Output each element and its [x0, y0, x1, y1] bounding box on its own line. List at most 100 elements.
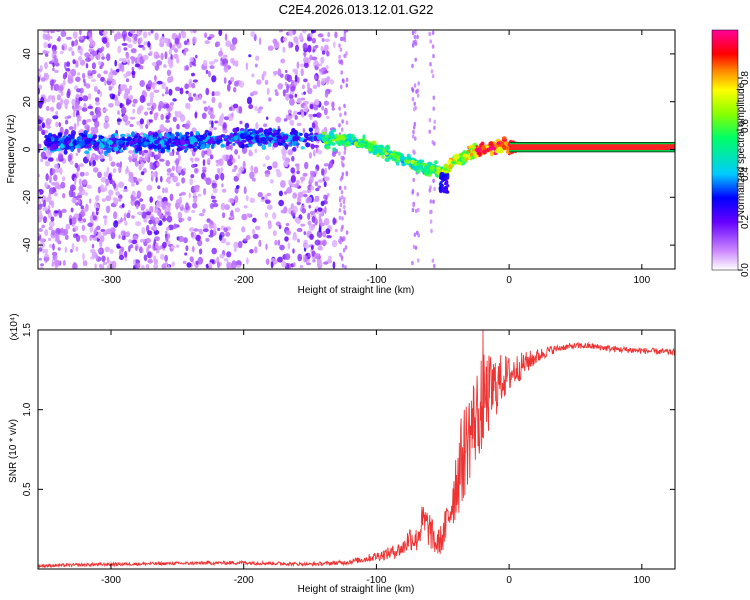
noise-speck — [60, 181, 66, 189]
ridge-blob — [246, 135, 252, 140]
ridge-blob — [328, 130, 334, 136]
spectrogram-x-label: Height of straight line (km) — [298, 285, 415, 296]
noise-speck — [192, 202, 198, 209]
noise-speck — [157, 210, 162, 217]
noise-speck — [176, 123, 180, 130]
noise-speck — [52, 67, 55, 71]
noise-speck — [86, 184, 92, 189]
ridge-blob — [137, 142, 142, 146]
noise-speck — [241, 226, 246, 233]
noise-speck — [324, 107, 328, 116]
noise-speck — [288, 30, 294, 37]
noise-speck — [309, 233, 314, 240]
ridge-blob — [272, 142, 279, 148]
ridge-blob — [323, 140, 329, 145]
noise-speck — [53, 83, 60, 91]
x-tick-label: -100 — [366, 575, 386, 586]
noise-speck — [156, 60, 162, 66]
noise-speck — [290, 183, 295, 188]
noise-speck — [90, 79, 97, 82]
noise-speck — [154, 79, 157, 87]
ridge-blob — [261, 136, 266, 141]
noise-speck — [43, 216, 47, 224]
ridge-blob — [184, 149, 187, 153]
noise-speck — [54, 57, 59, 64]
noise-speck — [181, 177, 186, 184]
noise-speck — [254, 63, 258, 68]
noise-speck — [165, 119, 171, 123]
ridge-blob — [87, 138, 93, 143]
noise-speck — [152, 84, 156, 90]
ridge-blob — [68, 143, 73, 147]
noise-speck — [71, 243, 75, 251]
noise-speck — [229, 154, 234, 161]
noise-speck — [150, 105, 155, 112]
noise-speck — [413, 232, 417, 237]
noise-speck — [230, 210, 234, 217]
ridge-blob — [313, 135, 318, 142]
noise-speck — [255, 55, 260, 61]
noise-speck — [230, 144, 233, 151]
noise-speck — [78, 178, 82, 186]
noise-speck — [39, 238, 46, 242]
ridge-blob — [273, 129, 277, 134]
noise-speck — [221, 113, 224, 120]
noise-speck — [189, 177, 194, 186]
ridge-blob — [475, 147, 480, 153]
ridge-blob — [220, 143, 225, 148]
noise-speck — [270, 261, 274, 269]
noise-speck — [39, 266, 44, 269]
noise-speck — [192, 30, 197, 34]
noise-speck — [185, 64, 189, 71]
noise-speck — [246, 96, 253, 105]
noise-speck — [307, 44, 312, 53]
noise-speck — [202, 159, 206, 167]
noise-speck — [135, 204, 139, 209]
noise-speck — [99, 65, 103, 69]
noise-speck — [149, 205, 154, 213]
noise-speck — [38, 75, 41, 83]
noise-speck — [316, 79, 321, 88]
noise-speck — [46, 196, 52, 202]
noise-speck — [303, 62, 309, 69]
noise-speck — [184, 123, 190, 130]
noise-speck — [48, 221, 55, 228]
noise-speck — [323, 261, 329, 265]
noise-speck — [412, 129, 415, 135]
ridge-blob — [376, 148, 383, 153]
noise-speck — [317, 260, 322, 264]
noise-speck — [261, 196, 265, 200]
noise-speck — [287, 149, 293, 156]
ridge-blob — [232, 142, 236, 146]
snr-y-ticks: 0.5 1.0 1.5 — [22, 323, 675, 496]
noise-speck — [296, 201, 301, 206]
noise-speck — [57, 208, 61, 216]
noise-speck — [287, 115, 293, 120]
noise-speck — [182, 260, 187, 265]
ridge-blob — [325, 134, 329, 139]
noise-speck — [315, 187, 320, 192]
noise-speck — [177, 211, 183, 220]
noise-speck — [233, 165, 238, 170]
noise-speck — [301, 208, 307, 214]
noise-speck — [307, 212, 311, 220]
noise-speck — [283, 118, 288, 122]
noise-speck — [296, 100, 302, 104]
noise-speck — [292, 192, 298, 199]
ridge-blob — [185, 131, 190, 136]
noise-speck — [248, 151, 254, 157]
ridge-blob — [496, 141, 501, 145]
noise-speck — [154, 75, 157, 81]
ridge-blob — [165, 133, 170, 137]
spectrogram-y-label: Frequency (Hz) — [6, 115, 17, 184]
noise-speck — [255, 79, 262, 85]
noise-speck — [169, 172, 175, 178]
noise-speck — [38, 100, 43, 109]
noise-speck — [429, 61, 432, 67]
noise-speck — [222, 122, 227, 129]
noise-speck — [286, 83, 290, 92]
noise-speck — [343, 146, 347, 151]
ridge-blob — [196, 146, 201, 149]
noise-speck — [236, 185, 240, 189]
noise-speck — [169, 193, 174, 202]
